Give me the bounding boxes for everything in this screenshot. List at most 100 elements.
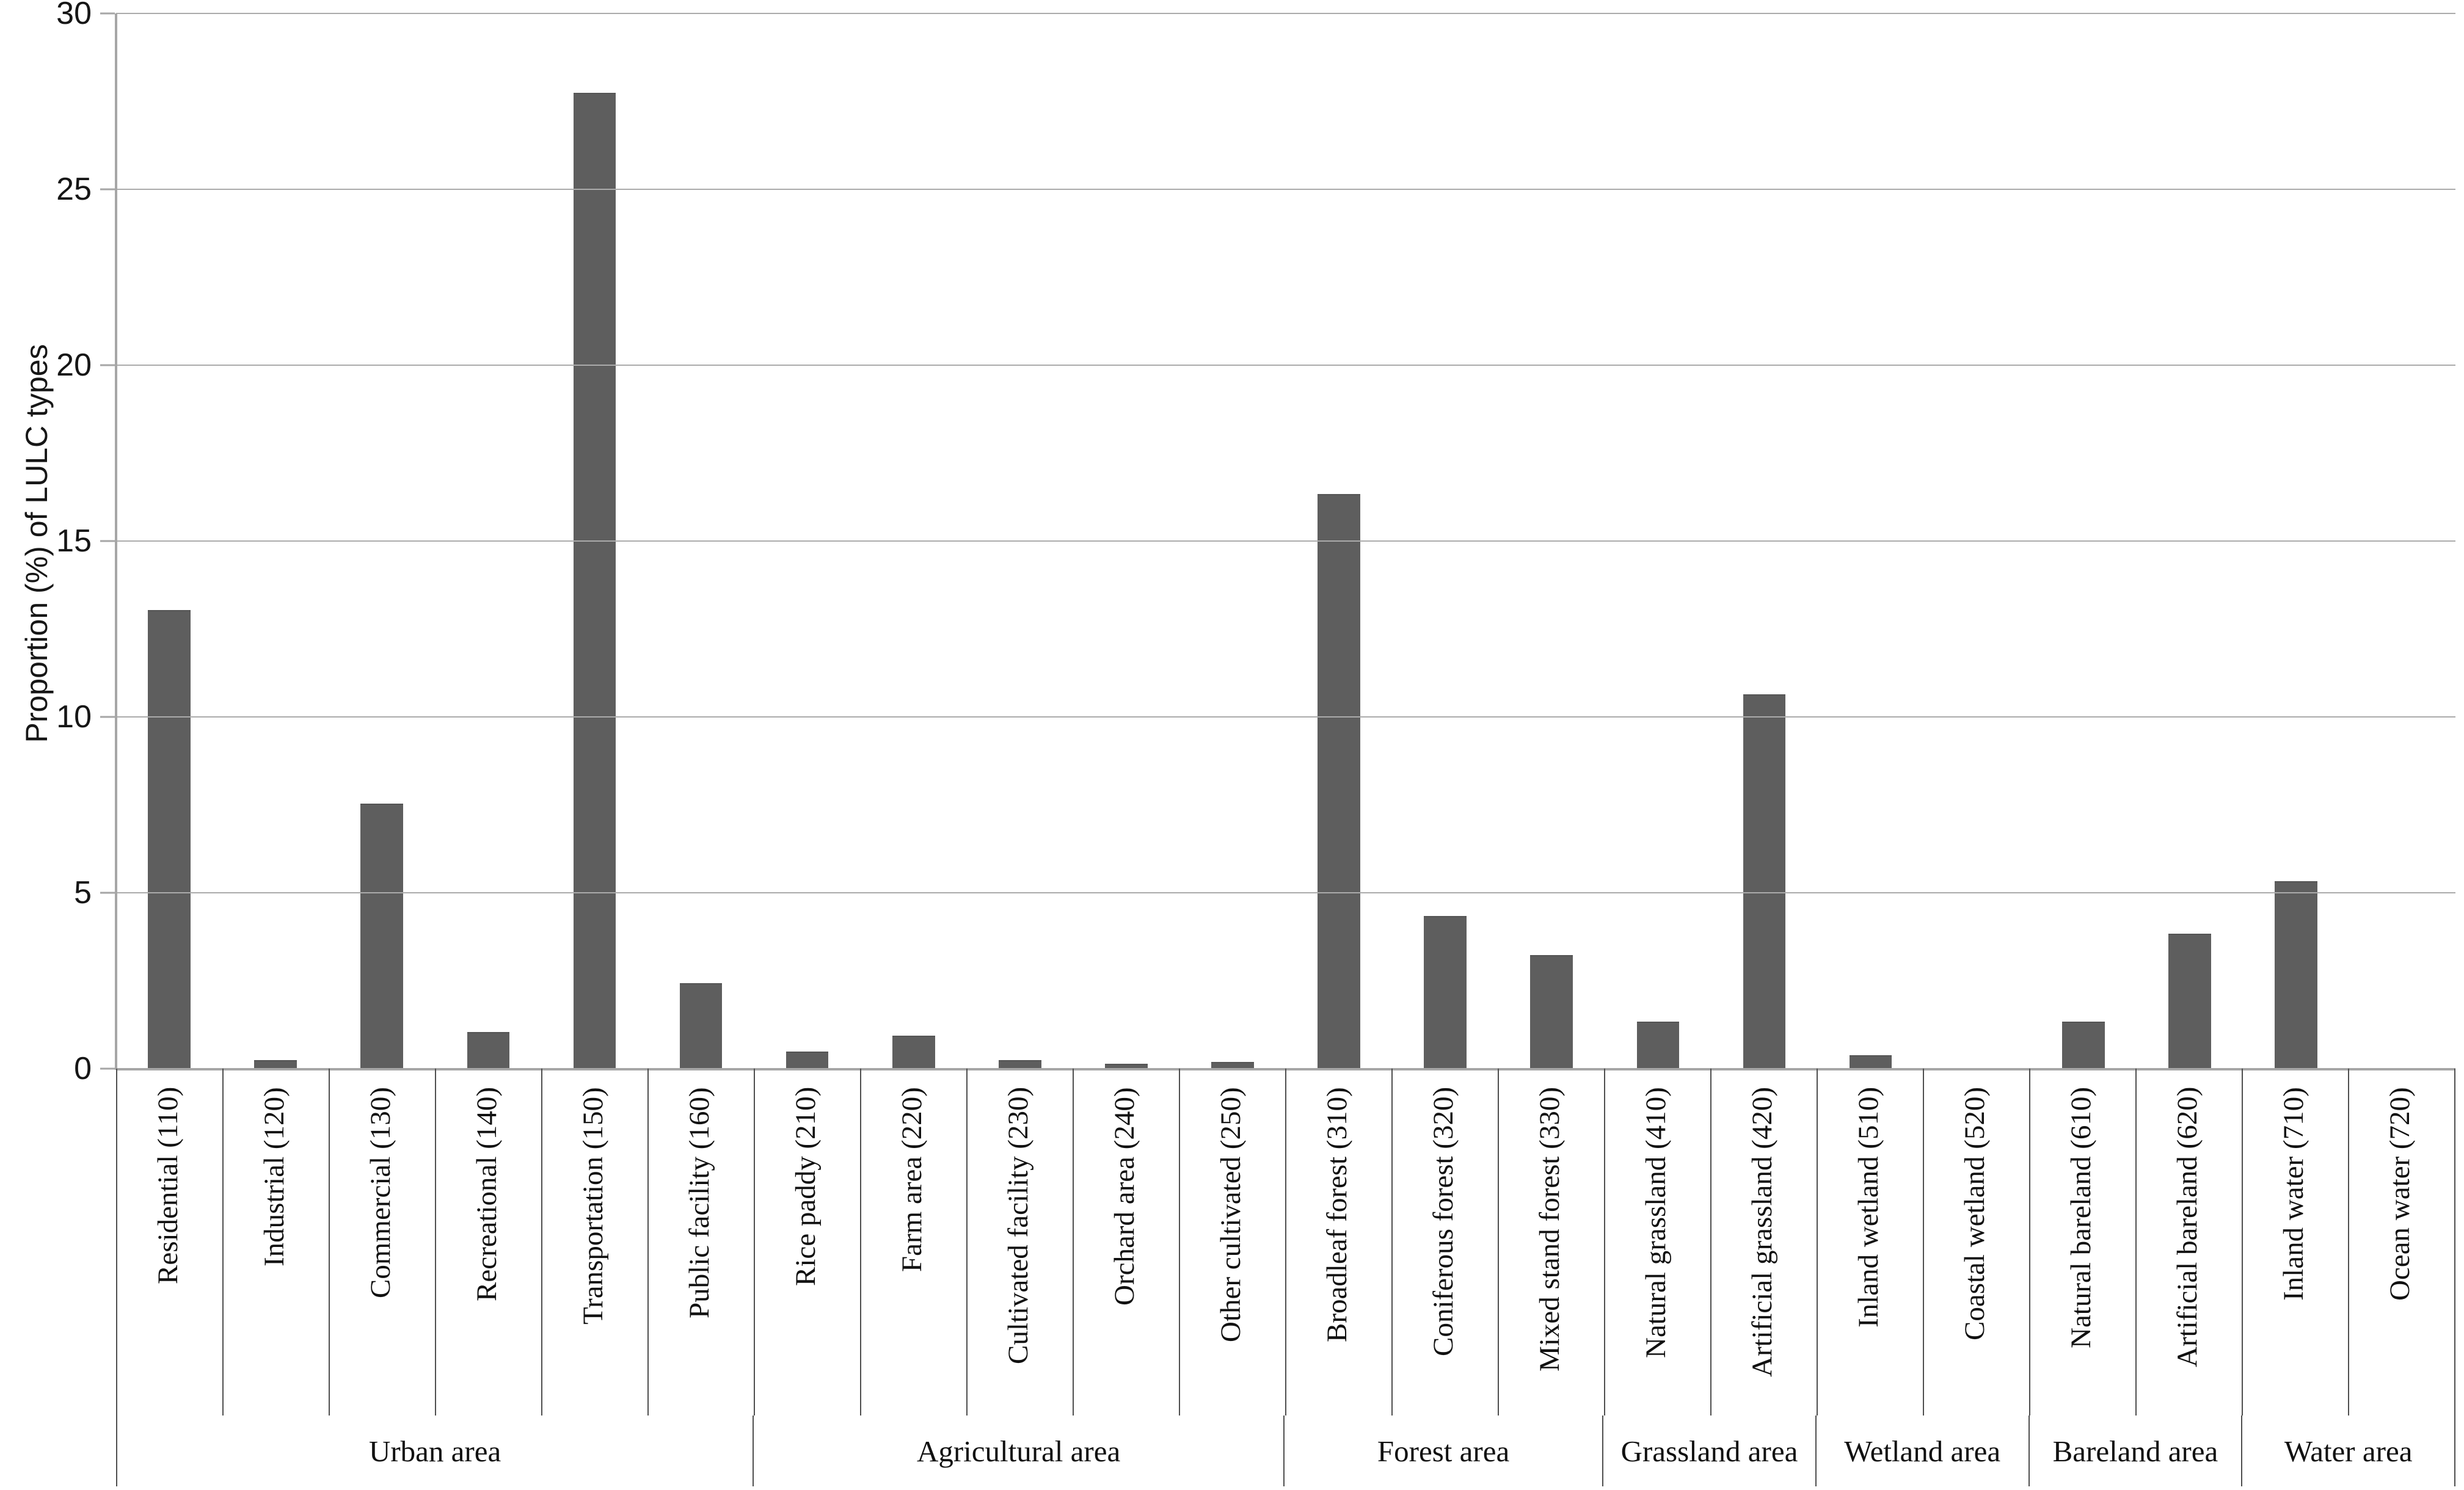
bar-column-20 [2137,13,2243,1069]
bar [1636,1022,1680,1069]
bar-column-2 [222,13,329,1069]
bar [785,1052,829,1069]
group-label: Wetland area [1844,1434,2001,1468]
bar [2061,1022,2105,1069]
bar-column-6 [647,13,754,1069]
category-cell: Other cultivated (250) [1179,1069,1285,1416]
bar [1318,494,1360,1069]
gridline-y-20 [116,365,2455,366]
bar-column-8 [861,13,967,1069]
category-label: Inland water (710) [2277,1087,2309,1301]
category-axis-row: Residential (110) Industrial (120) Commerc… [116,1069,2455,1416]
category-label: Transportation (150) [577,1087,609,1325]
bar-column-14 [1498,13,1605,1069]
category-cell: Broadleaf forest (310) [1285,1069,1391,1416]
bar [254,1060,297,1069]
bar [1530,954,1573,1069]
category-cell: Residential (110) [116,1069,222,1416]
bar [2168,934,2211,1069]
category-cell: Public facility (160) [647,1069,754,1416]
bar [1743,694,1786,1069]
category-label: Recreational (140) [470,1087,503,1302]
bar-column-4 [435,13,541,1069]
gridline-y-25 [116,189,2455,190]
y-tick-label-25: 25 [56,172,92,207]
category-label: Other cultivated (250) [1214,1087,1247,1342]
category-cell: Rice paddy (210) [754,1069,860,1416]
category-cell: Ocean water (720) [2348,1069,2455,1416]
category-label: Artificial bareland (620) [2171,1087,2203,1368]
bar [1424,916,1467,1069]
y-tick-15 [100,540,115,542]
bar-column-1 [116,13,222,1069]
bar-column-11 [1179,13,1286,1069]
bar-column-13 [1392,13,1498,1069]
category-cell: Industrial (120) [222,1069,329,1416]
y-tick-0 [100,1067,115,1070]
bar-column-19 [2030,13,2137,1069]
group-cell-grassland-area: Grassland area [1602,1416,1815,1486]
y-tick-label-20: 20 [56,347,92,383]
category-cell: Artificial grassland (420) [1710,1069,1817,1416]
category-cell: Cultivated facility (230) [966,1069,1073,1416]
y-tick-label-10: 10 [56,699,92,735]
bar [467,1032,510,1069]
category-cell: Inland wetland (510) [1817,1069,1923,1416]
bar [1105,1064,1148,1069]
y-tick-5 [100,892,115,894]
group-cell-agricultural-area: Agricultural area [753,1416,1283,1486]
y-tick-label-5: 5 [74,875,92,910]
bar-column-7 [754,13,861,1069]
category-label: Commercial (130) [364,1087,396,1298]
category-label: Industrial (120) [258,1087,290,1266]
group-label: Grassland area [1620,1434,1798,1468]
category-cell: Transportation (150) [541,1069,647,1416]
bar-column-21 [2243,13,2349,1069]
category-label: Coastal wetland (520) [1958,1087,1991,1341]
bar [148,610,191,1069]
gridline-y-10 [116,716,2455,718]
bar-column-9 [967,13,1073,1069]
y-axis-line [115,13,117,1070]
category-label: Cultivated facility (230) [1002,1087,1034,1365]
bar-column-3 [329,13,435,1069]
bar [573,93,616,1069]
gridline-y-5 [116,892,2455,893]
bar [892,1036,935,1069]
category-cell: Commercial (130) [329,1069,435,1416]
group-label: Urban area [368,1434,501,1468]
bar [1849,1055,1892,1069]
category-label: Residential (110) [151,1087,184,1285]
category-cell: Mixed stand forest (330) [1498,1069,1604,1416]
y-tick-30 [100,12,115,15]
category-cell: Inland water (710) [2242,1069,2348,1416]
bar [998,1060,1041,1069]
bar [360,804,404,1069]
category-label: Mixed stand forest (330) [1533,1087,1566,1372]
y-tick-label-0: 0 [74,1051,92,1086]
bar-column-17 [1818,13,1924,1069]
category-label: Inland wetland (510) [1852,1087,1884,1328]
y-tick-20 [100,364,115,366]
group-label: Agricultural area [916,1434,1121,1468]
category-label: Natural grassland (410) [1639,1087,1672,1358]
bar-column-12 [1286,13,1392,1069]
bar-column-10 [1073,13,1179,1069]
group-cell-forest-area: Forest area [1283,1416,1602,1486]
category-label: Rice paddy (210) [789,1087,822,1287]
category-label: Farm area (220) [895,1087,928,1272]
group-cell-urban-area: Urban area [116,1416,753,1486]
y-tick-label-30: 30 [56,0,92,31]
category-label: Artificial grassland (420) [1746,1087,1778,1378]
category-cell: Natural bareland (610) [2029,1069,2135,1416]
bar [2275,881,2317,1069]
category-label: Broadleaf forest (310) [1321,1087,1353,1342]
group-label: Water area [2284,1434,2413,1468]
group-cell-bareland-area: Bareland area [2028,1416,2242,1486]
category-cell: Artificial bareland (620) [2135,1069,2242,1416]
group-cell-water-area: Water area [2241,1416,2456,1486]
y-tick-10 [100,716,115,718]
category-label: Ocean water (720) [2383,1087,2416,1301]
bar-column-16 [1711,13,1817,1069]
